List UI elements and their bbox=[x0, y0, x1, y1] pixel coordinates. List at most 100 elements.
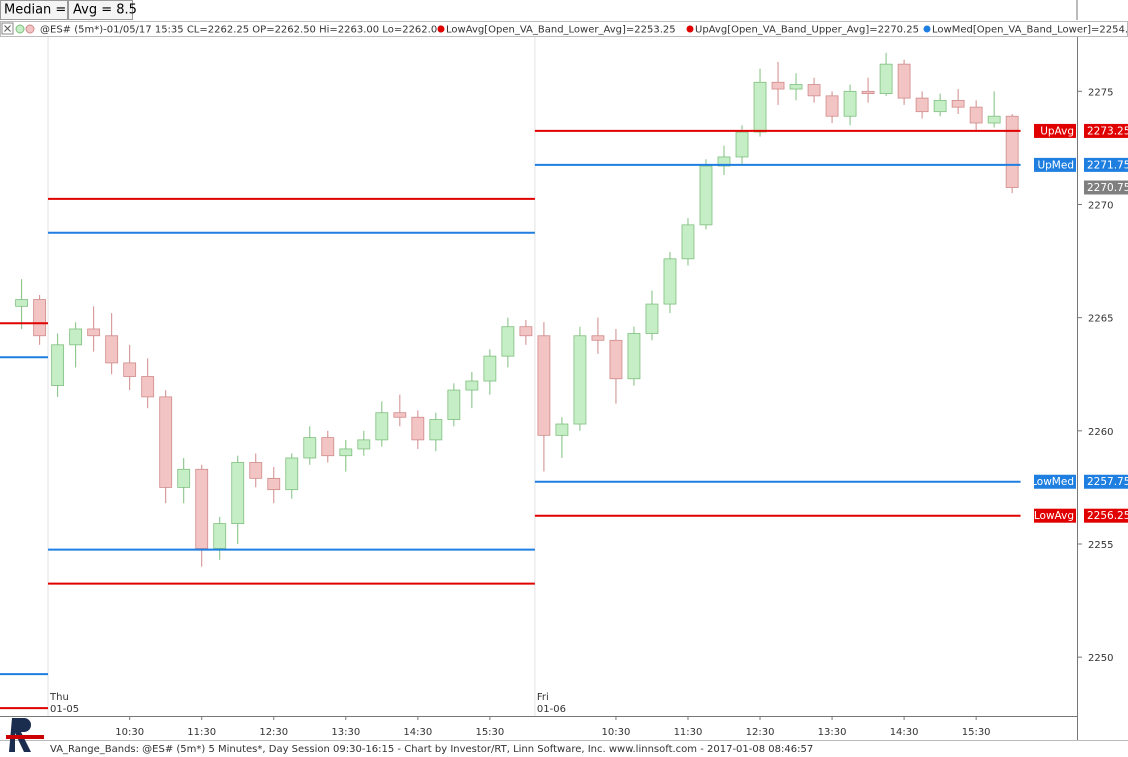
band-value-tag bbox=[1084, 508, 1128, 523]
candle-body bbox=[51, 344, 65, 386]
logo bbox=[6, 718, 44, 752]
candle-body bbox=[519, 326, 533, 337]
last-price-tag bbox=[1084, 180, 1128, 195]
candle-body bbox=[987, 115, 1001, 124]
band-name: UpAvg bbox=[1040, 125, 1074, 137]
candle-body bbox=[429, 419, 443, 441]
median-box bbox=[0, 0, 68, 20]
last-price: 2270.75 bbox=[1087, 182, 1128, 194]
candle-body bbox=[285, 457, 299, 491]
band-value: 2273.25 bbox=[1087, 125, 1128, 137]
candle-body bbox=[609, 339, 623, 380]
candle-body bbox=[879, 63, 893, 94]
x-tick-label: 14:30 bbox=[403, 727, 432, 738]
session-date: 01-05 bbox=[50, 704, 79, 715]
candle-body bbox=[537, 335, 551, 436]
candle-body bbox=[825, 95, 839, 117]
band-value: 2271.75 bbox=[1087, 159, 1128, 171]
legend-item: LowAvg[Open_VA_Band_Lower_Avg]=2253.25 bbox=[446, 25, 676, 36]
candle-body bbox=[177, 468, 191, 488]
candle-body bbox=[861, 90, 875, 94]
x-tick-label: 11:30 bbox=[187, 727, 216, 738]
candle-body bbox=[915, 97, 929, 113]
band-name-tag bbox=[1034, 123, 1076, 138]
legend-item: LowMed[Open_VA_Band_Lower]=2254.75 bbox=[932, 25, 1128, 36]
candle-body bbox=[393, 412, 407, 418]
plot-area bbox=[0, 37, 1021, 716]
band-name-tag bbox=[1034, 474, 1076, 489]
band-name: LowAvg bbox=[1034, 510, 1074, 522]
session-day: Thu bbox=[49, 692, 69, 703]
candle-body bbox=[681, 224, 695, 260]
candle-body bbox=[195, 468, 209, 549]
x-tick-label: 14:30 bbox=[890, 727, 919, 738]
legend-symbol: @ES# (5m*)-01/05/17 15:35 CL=2262.25 OP=… bbox=[40, 25, 444, 36]
candle-body bbox=[267, 477, 281, 491]
candle-body bbox=[753, 81, 767, 133]
up-icon bbox=[15, 24, 25, 34]
band-name-tag bbox=[1034, 508, 1076, 523]
candle-body bbox=[159, 396, 173, 488]
candle-body bbox=[15, 299, 29, 307]
candle-body bbox=[807, 84, 821, 97]
y-tick-label: 2270 bbox=[1088, 200, 1113, 211]
legend-item: UpAvg[Open_VA_Band_Upper_Avg]=2270.25 bbox=[695, 25, 919, 36]
candle-body bbox=[555, 423, 569, 436]
candle-body bbox=[447, 389, 461, 420]
candle-body bbox=[375, 412, 389, 441]
close-icon bbox=[4, 25, 11, 32]
candle-body bbox=[789, 84, 803, 90]
x-tick-label: 11:30 bbox=[674, 727, 703, 738]
band-value: 2257.75 bbox=[1087, 476, 1128, 488]
band-name: UpMed bbox=[1037, 159, 1074, 171]
session-date: 01-06 bbox=[537, 704, 566, 715]
x-tick-label: 12:30 bbox=[746, 727, 775, 738]
candle-body bbox=[735, 131, 749, 158]
candle-body bbox=[645, 303, 659, 334]
down-icon bbox=[25, 24, 35, 34]
y-tick-label: 2255 bbox=[1088, 540, 1113, 551]
candle-body bbox=[717, 156, 731, 167]
legend-dot bbox=[686, 25, 694, 33]
candle-body bbox=[123, 362, 137, 377]
candle-body bbox=[303, 437, 317, 459]
candle-body bbox=[411, 416, 425, 441]
x-tick-label: 15:30 bbox=[475, 727, 504, 738]
candle-body bbox=[33, 299, 47, 337]
candle-body bbox=[1005, 115, 1019, 188]
band-name: LowMed bbox=[1031, 476, 1074, 488]
x-tick-label: 13:30 bbox=[331, 727, 360, 738]
candle-body bbox=[663, 258, 677, 305]
candle-body bbox=[339, 448, 353, 457]
band-value-tag bbox=[1084, 157, 1128, 172]
x-tick-label: 10:30 bbox=[602, 727, 631, 738]
x-tick-label: 15:30 bbox=[962, 727, 991, 738]
band-value: 2256.25 bbox=[1087, 510, 1128, 522]
candle-body bbox=[321, 437, 335, 457]
candle-body bbox=[69, 328, 83, 346]
session-day: Fri bbox=[537, 692, 549, 703]
candle-body bbox=[249, 462, 263, 479]
median-text: Median = 7 bbox=[4, 3, 79, 18]
avg-box bbox=[68, 0, 133, 20]
candle-body bbox=[87, 328, 101, 337]
candle-body bbox=[591, 335, 605, 341]
candle-body bbox=[951, 99, 965, 108]
avg-text: Avg = 8.5 bbox=[73, 3, 137, 18]
legend-dot bbox=[923, 25, 931, 33]
y-tick-label: 2260 bbox=[1088, 427, 1113, 438]
candle-body bbox=[897, 63, 911, 99]
y-tick-label: 2250 bbox=[1088, 653, 1113, 664]
candle-body bbox=[141, 376, 155, 398]
candle-body bbox=[483, 355, 497, 382]
candle-body bbox=[969, 106, 983, 124]
candle-body bbox=[105, 335, 119, 364]
band-value-tag bbox=[1084, 123, 1128, 138]
candle-body bbox=[843, 90, 857, 117]
candle-body bbox=[573, 335, 587, 425]
legend-dot bbox=[437, 25, 445, 33]
candle-body bbox=[357, 439, 371, 450]
y-tick-label: 2275 bbox=[1088, 87, 1113, 98]
x-tick-label: 10:30 bbox=[115, 727, 144, 738]
